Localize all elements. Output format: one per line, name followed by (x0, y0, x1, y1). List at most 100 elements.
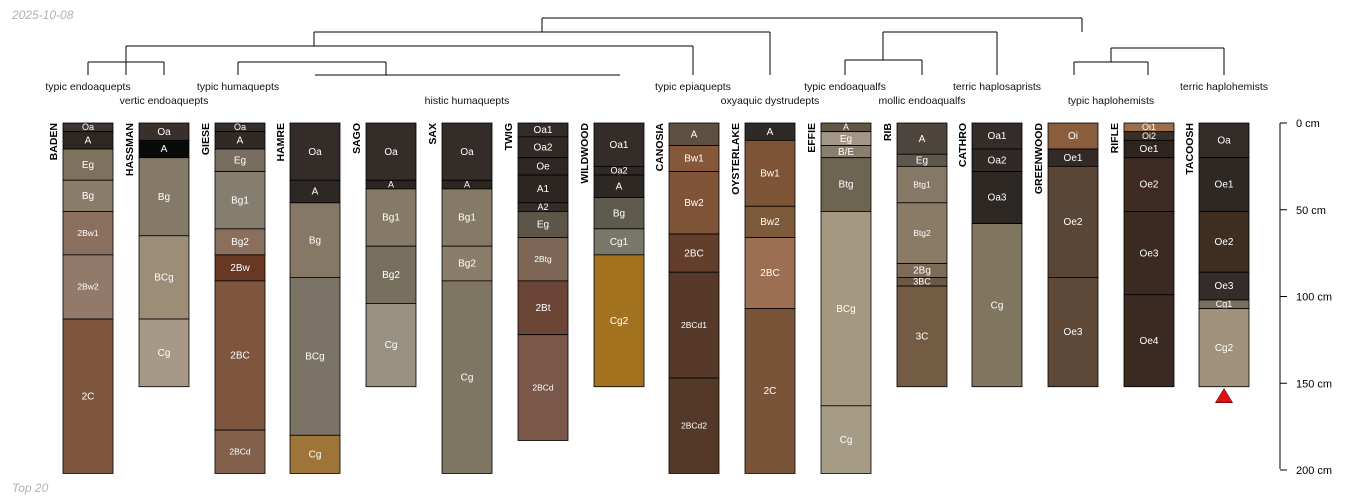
dendro-branch (541, 17, 1083, 32)
horizon-block (517, 280, 569, 336)
horizon-block (1198, 308, 1250, 388)
horizon-block (744, 205, 796, 238)
horizon-label: Oe1 (1064, 153, 1083, 164)
soil-profile: Oa Oe1 Oe2 Oe3 Cg1 Cg2 TACOOSH (1184, 122, 1250, 404)
horizon-label: 2Btg (534, 254, 552, 264)
horizon-label: Bg (309, 235, 321, 246)
horizon-block (668, 171, 720, 235)
horizon-label: Bw1 (760, 168, 780, 179)
horizon-label: Oa (157, 127, 171, 138)
horizon-block (820, 405, 872, 474)
depth-tick-label: 0 cm (1296, 118, 1320, 130)
horizon-label: Oe2 (1064, 217, 1083, 228)
depth-tick-label: 200 cm (1296, 465, 1332, 477)
horizon-label: 2BC (230, 351, 249, 362)
horizon-label: Oe2 (1140, 180, 1159, 191)
horizon-label: Oa1 (988, 131, 1007, 142)
horizon-label: A (85, 135, 92, 146)
soil-profile: A Bw1 Bw2 2BC 2BCd1 2BCd2 CANOSIA (654, 123, 720, 474)
horizon-block (1047, 122, 1099, 150)
horizon-label: Oa2 (988, 155, 1007, 166)
horizon-label: Oa (460, 147, 474, 158)
horizon-block (214, 228, 266, 256)
horizon-label: Bg1 (458, 213, 476, 224)
profile-name: RIB (882, 123, 894, 142)
horizon-label: Btg1 (913, 179, 931, 189)
soil-profile: Oa1 Oa2 Oa3 Cg CATHRO (957, 122, 1023, 388)
horizon-label: Cg (158, 348, 171, 359)
taxon-label: terric haplohemists (1180, 81, 1268, 93)
horizon-block (1047, 277, 1099, 388)
soil-profile: Oa A Bg1 Bg2 Cg SAGO (351, 122, 417, 388)
horizon-label: A (919, 134, 926, 145)
horizon-block (441, 122, 493, 181)
depth-tick-label: 50 cm (1296, 205, 1326, 217)
horizon-block (441, 280, 493, 474)
horizon-label: Oa (308, 147, 322, 158)
horizon-block (214, 280, 266, 431)
dendro-branch (1110, 47, 1225, 75)
horizon-block (289, 434, 341, 474)
horizon-block (214, 171, 266, 230)
horizon-label: A (616, 181, 623, 192)
horizon-label: Oa1 (610, 140, 629, 151)
horizon-label: Eg (916, 155, 928, 166)
horizon-label: Cg (309, 450, 322, 461)
profile-name: TACOOSH (1184, 123, 1196, 175)
soil-profile: A Bw1 Bw2 2BC 2C OYSTERLAKE (730, 122, 796, 474)
horizon-label: Oi (1068, 131, 1078, 142)
horizon-block (214, 429, 266, 474)
horizon-block (289, 122, 341, 181)
depth-tick-label: 150 cm (1296, 378, 1332, 390)
dendro-branch (87, 61, 165, 75)
horizon-label: 2BCd (229, 447, 251, 457)
taxon-label: typic haplohemists (1068, 95, 1154, 107)
horizon-label: Oa2 (610, 166, 627, 176)
dendro-branch (1073, 61, 1149, 75)
horizon-label: Oe (536, 162, 550, 173)
horizon-block (62, 254, 114, 320)
horizon-label: 2Bt (535, 303, 550, 314)
horizon-label: Cg2 (610, 316, 629, 327)
profile-name: RIFLE (1109, 123, 1121, 153)
profile-name: TWIG (503, 123, 515, 150)
horizon-label: Bw1 (684, 154, 704, 165)
horizon-label: Eg (82, 160, 94, 171)
profile-name: OYSTERLAKE (730, 123, 742, 195)
taxon-label: histic humaquepts (425, 95, 510, 107)
dendro-branch (882, 31, 998, 75)
profile-name: BADEN (48, 123, 60, 160)
horizon-block (668, 271, 720, 379)
horizon-label: 3BC (913, 277, 931, 287)
horizon-label: Bg1 (382, 213, 400, 224)
profile-name: WILDWOOD (579, 123, 591, 184)
horizon-label: Oe3 (1140, 248, 1159, 259)
horizon-block (214, 254, 266, 282)
horizon-label: 2Bg (913, 266, 931, 277)
horizon-label: Cg (461, 372, 474, 383)
horizon-label: Oa3 (988, 193, 1007, 204)
horizon-block (1198, 122, 1250, 159)
depth-tick-label: 100 cm (1296, 292, 1332, 304)
horizon-block (971, 122, 1023, 150)
horizon-label: 2BCd2 (681, 421, 707, 431)
profile-name: SAX (427, 123, 439, 145)
horizon-block (593, 197, 645, 230)
horizon-label: A1 (537, 184, 550, 195)
horizon-label: 3C (916, 332, 929, 343)
horizon-block (820, 211, 872, 407)
horizon-label: Oe2 (1215, 237, 1234, 248)
horizon-block (1123, 294, 1175, 388)
taxon-label: typic endoaqualfs (804, 81, 886, 93)
horizon-label: 2BCd (532, 382, 554, 392)
horizon-label: A (464, 179, 470, 189)
soil-profile: Oa1 Oa2 Oe A1 A2 Eg 2Btg 2Bt 2BCd TWIG (503, 122, 569, 441)
taxon-label: vertic endoaquepts (120, 95, 209, 107)
horizon-label: Oe4 (1140, 336, 1159, 347)
soil-profile: Oa A Bg BCg Cg HASSMAN (124, 122, 190, 388)
horizon-label: A (843, 122, 849, 132)
horizon-label: A (767, 127, 774, 138)
horizon-label: Cg (991, 300, 1004, 311)
horizon-label: 2Bw2 (77, 282, 99, 292)
